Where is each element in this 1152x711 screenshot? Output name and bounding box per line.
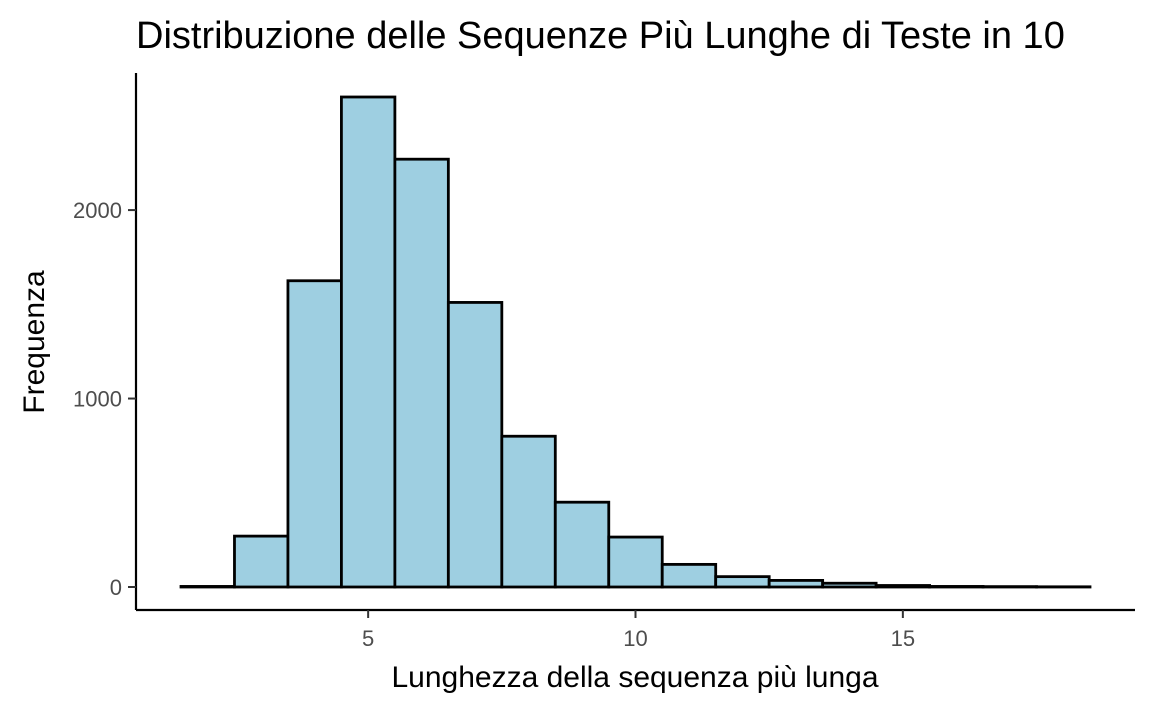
histogram-bar <box>821 581 878 589</box>
histogram-bar <box>179 585 236 589</box>
x-ticks-group: 5 10 15 <box>362 610 915 651</box>
bars-group <box>179 95 1092 589</box>
y-ticks-group: 0 1000 2000 <box>73 198 136 600</box>
histogram-bar <box>340 95 397 589</box>
histogram-bar <box>928 585 985 589</box>
histogram-bar <box>553 500 611 589</box>
x-tick-label: 10 <box>623 626 647 651</box>
histogram-bar <box>607 535 664 589</box>
histogram-bar <box>500 434 557 589</box>
histogram-bar <box>286 279 343 589</box>
histogram-bar <box>714 575 771 589</box>
histogram-bar <box>446 301 504 589</box>
y-tick-label: 2000 <box>73 198 122 223</box>
histogram-bar <box>233 534 290 589</box>
y-tick-label: 0 <box>110 575 122 600</box>
histogram-bar <box>660 562 718 589</box>
chart-title: Distribuzione delle Sequenze Più Lunghe … <box>136 15 1065 57</box>
histogram-bar <box>393 157 450 589</box>
y-tick-label: 1000 <box>73 387 122 412</box>
histogram-bar <box>874 584 931 589</box>
y-axis-label: Frequenza <box>18 270 51 414</box>
x-axis-label: Lunghezza della sequenza più lunga <box>391 661 878 694</box>
x-tick-label: 5 <box>362 626 374 651</box>
histogram-bar <box>767 579 825 589</box>
x-tick-label: 15 <box>891 626 915 651</box>
